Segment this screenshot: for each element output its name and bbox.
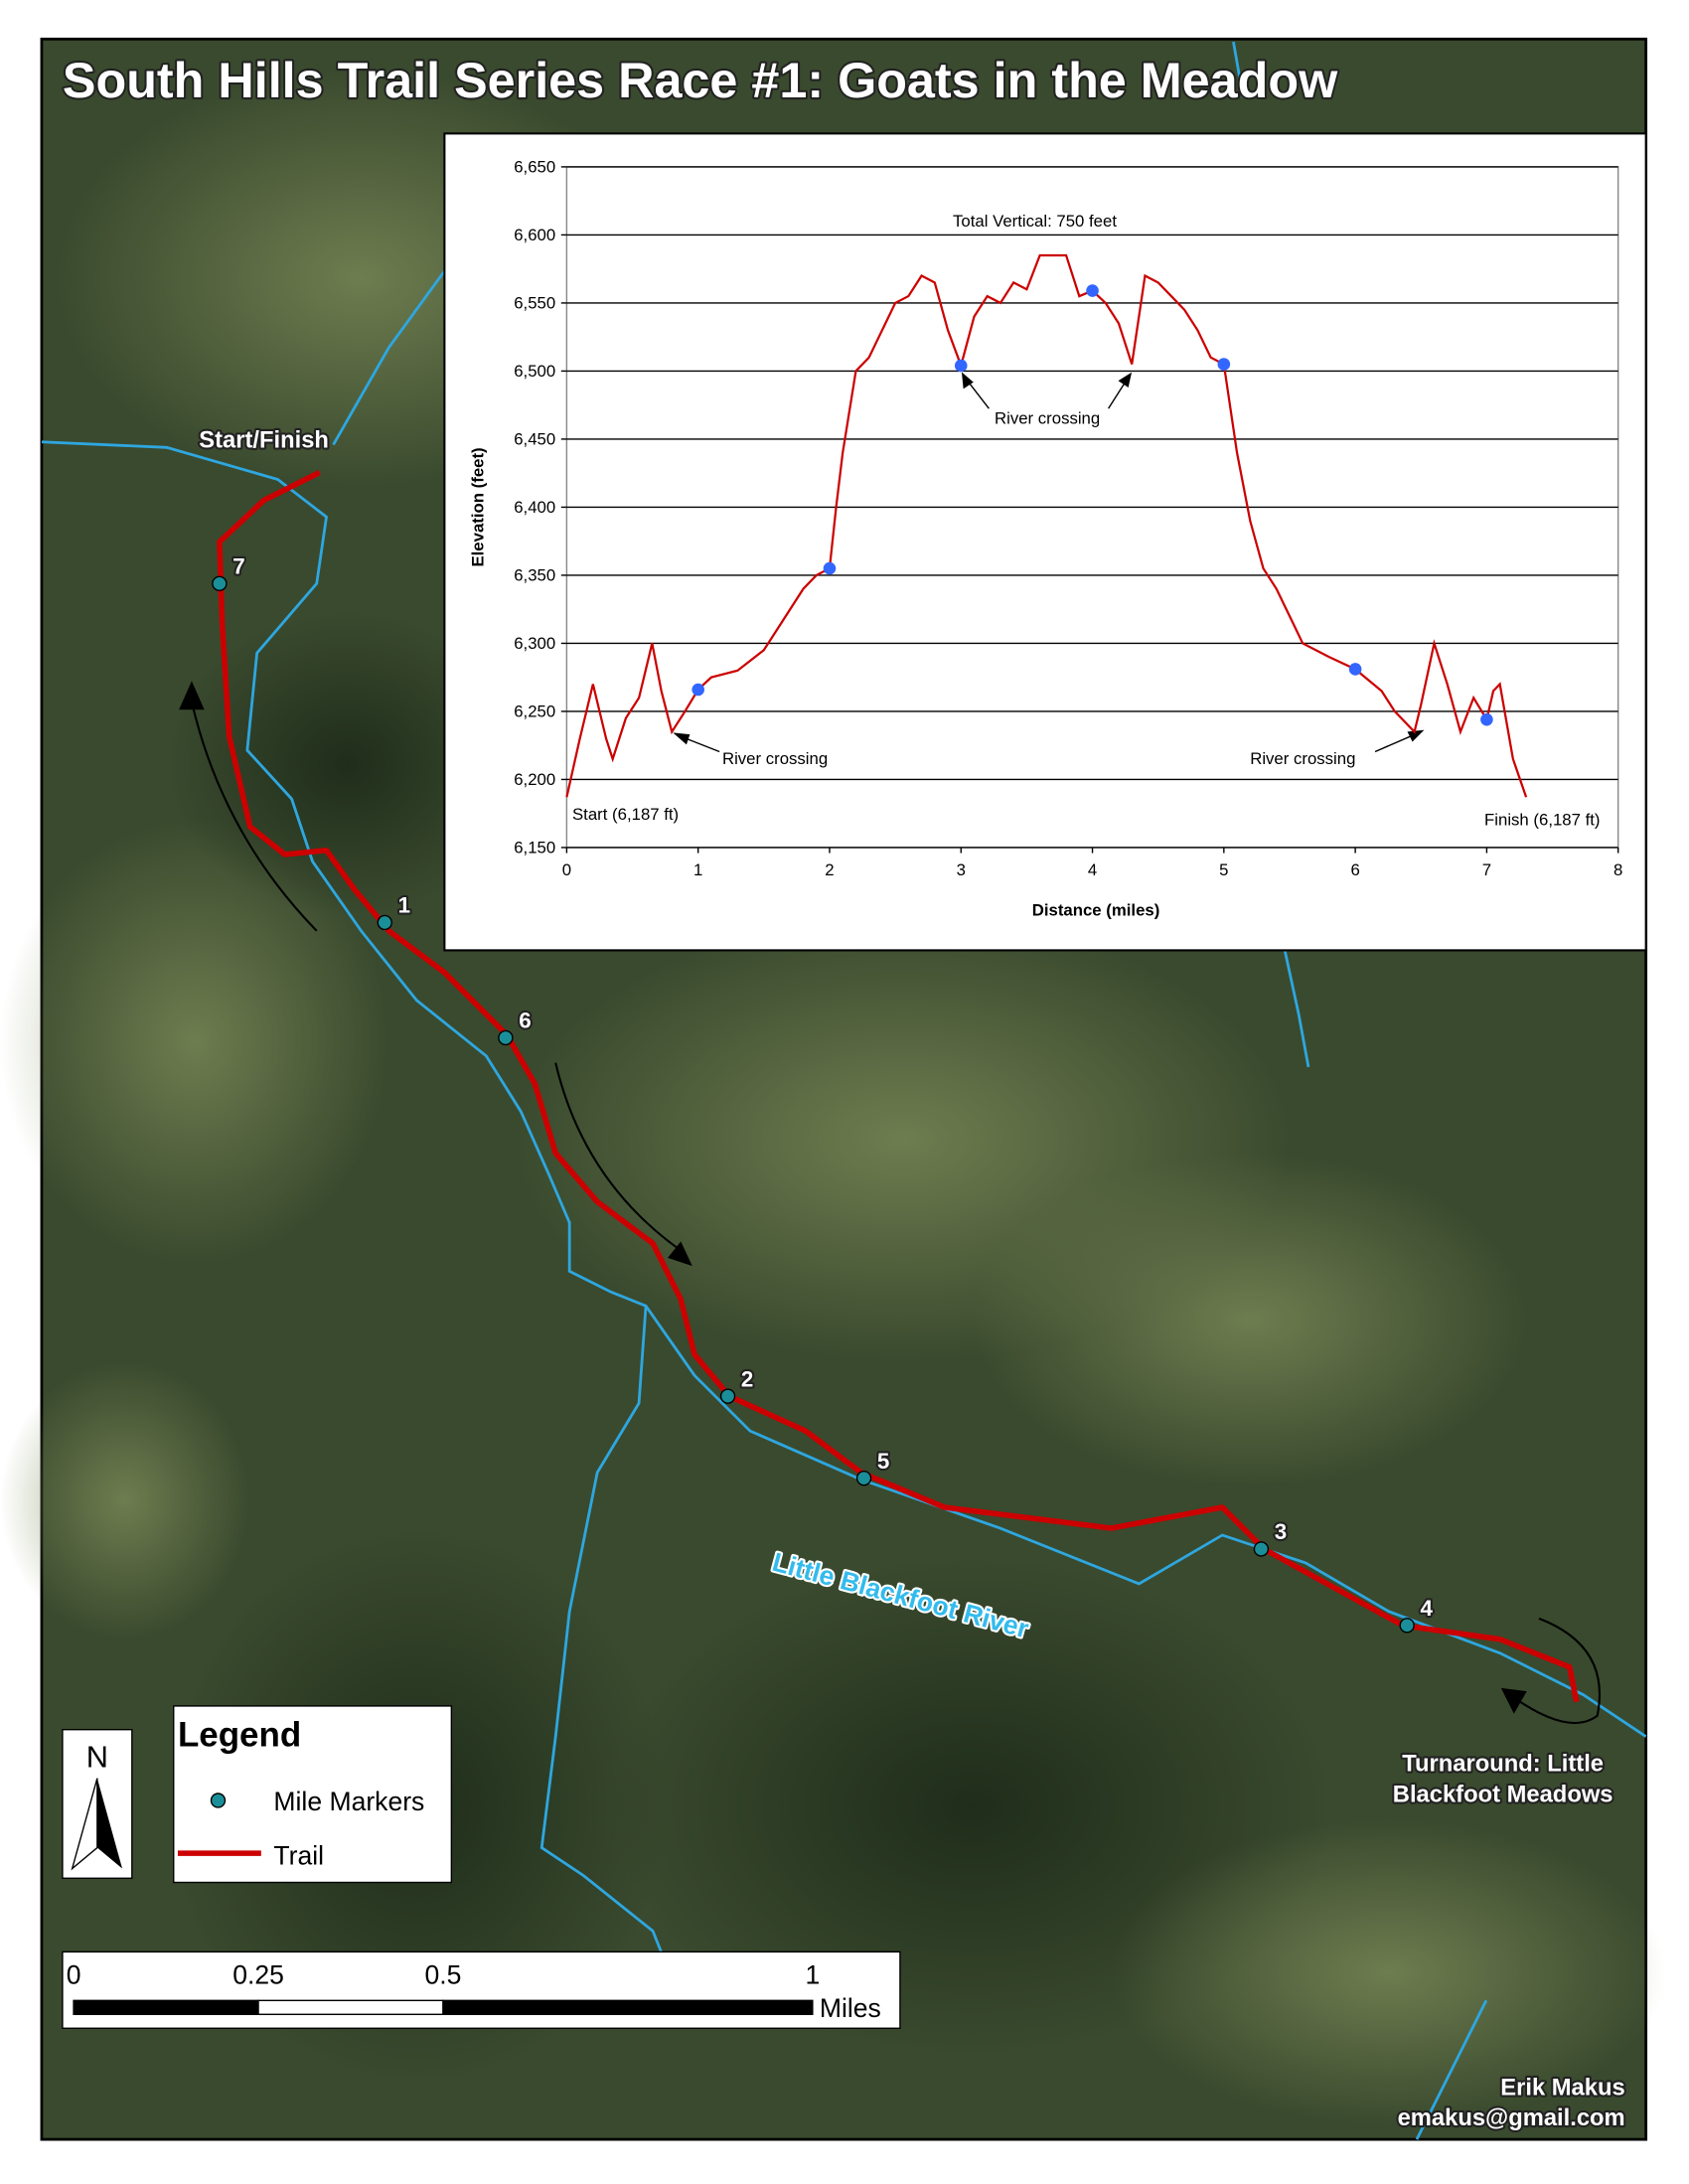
scale-segment: [257, 1999, 444, 2015]
y-tick-label: 6,300: [514, 634, 555, 653]
mile-point: [823, 561, 837, 575]
annotation: River crossing: [722, 749, 828, 768]
mile-point: [1348, 663, 1362, 676]
rivers: [41, 41, 1647, 2140]
y-tick-label: 6,200: [514, 770, 555, 789]
x-tick-label: 3: [957, 860, 966, 879]
map-title: South Hills Trail Series Race #1: Goats …: [63, 52, 1338, 108]
x-axis-label: Distance (miles): [1032, 900, 1160, 919]
credit: emakus@gmail.com: [1398, 2105, 1625, 2131]
y-tick-label: 6,400: [514, 498, 555, 517]
turnaround-label: Turnaround: Little: [1402, 1751, 1604, 1778]
x-tick-label: 5: [1219, 860, 1228, 879]
annotation: Start (6,187 ft): [572, 805, 679, 824]
y-tick-label: 6,550: [514, 294, 555, 313]
x-tick-label: 8: [1613, 860, 1622, 879]
scale-bar-box: [62, 1950, 901, 2029]
scale-segment: [73, 1999, 259, 2015]
mile-marker: [1399, 1618, 1415, 1634]
mile-point: [1217, 358, 1231, 371]
annotation: River crossing: [1250, 749, 1355, 768]
mile-point: [954, 359, 968, 373]
mile-marker: [855, 1470, 872, 1486]
annotation: Finish (6,187 ft): [1484, 811, 1600, 830]
annotation-arrows: [673, 372, 1425, 753]
trail: [217, 469, 1580, 1703]
elevation-plot: Total Vertical: 750 feet River crossing …: [469, 158, 1623, 920]
legend-swatch: [210, 1793, 227, 1808]
y-tick-label: 6,450: [514, 430, 555, 449]
scale-label: 0: [67, 1960, 81, 1990]
annotation: River crossing: [995, 409, 1100, 428]
mile-point: [691, 683, 704, 697]
scale-unit: Miles: [820, 1993, 881, 2023]
x-tick-label: 6: [1350, 860, 1359, 879]
x-tick-label: 7: [1482, 860, 1491, 879]
credit: Erik Makus: [1500, 2074, 1624, 2101]
y-tick-label: 6,150: [514, 839, 555, 858]
mile-marker: [498, 1029, 514, 1046]
mile-marker-label: 4: [1421, 1596, 1434, 1621]
y-tick-label: 6,650: [514, 158, 555, 177]
scale-label: 1: [805, 1960, 820, 1990]
north-arrow: [96, 1778, 123, 1869]
mile-marker: [212, 575, 228, 592]
x-tick-label: 2: [825, 860, 834, 879]
start-finish-label: Start/Finish: [199, 426, 329, 453]
x-tick-label: 4: [1088, 860, 1097, 879]
scale-label: 0.5: [425, 1960, 462, 1990]
y-axis-label: Elevation (feet): [469, 447, 488, 566]
mile-marker-label: 6: [519, 1009, 531, 1033]
x-tick-label: 0: [562, 860, 571, 879]
turnaround-label: Blackfoot Meadows: [1393, 1781, 1613, 1807]
annotation: Total Vertical: 750 feet: [953, 212, 1117, 231]
scale-label: 0.25: [232, 1960, 284, 1990]
legend-item: Mile Markers: [273, 1787, 424, 1816]
mile-marker: [719, 1388, 736, 1404]
x-tick-label: 1: [693, 860, 702, 879]
direction-arrows: [179, 681, 1602, 1724]
y-tick-label: 6,500: [514, 362, 555, 381]
mile-point: [1086, 284, 1099, 297]
legend-item: Trail: [273, 1840, 324, 1870]
mile-marker-label: 1: [398, 893, 410, 918]
scale-segment: [442, 1999, 814, 2015]
y-tick-label: 6,350: [514, 566, 555, 585]
mile-marker-label: 3: [1275, 1519, 1287, 1544]
mile-marker-label: 5: [877, 1449, 889, 1474]
mile-marker: [1253, 1541, 1270, 1557]
mile-markers: 1 2 3 4 5 6 7: [212, 551, 1436, 1634]
mile-marker-label: 7: [232, 554, 244, 579]
north-label: N: [86, 1739, 108, 1774]
y-tick-label: 6,600: [514, 226, 555, 244]
elevation-chart: [443, 132, 1647, 952]
y-tick-label: 6,250: [514, 702, 555, 721]
mile-point: [1480, 712, 1493, 726]
elevation-profile: [565, 253, 1528, 798]
legend-title: Legend: [178, 1715, 301, 1754]
mile-marker: [377, 914, 392, 931]
mile-marker-label: 2: [741, 1366, 753, 1391]
